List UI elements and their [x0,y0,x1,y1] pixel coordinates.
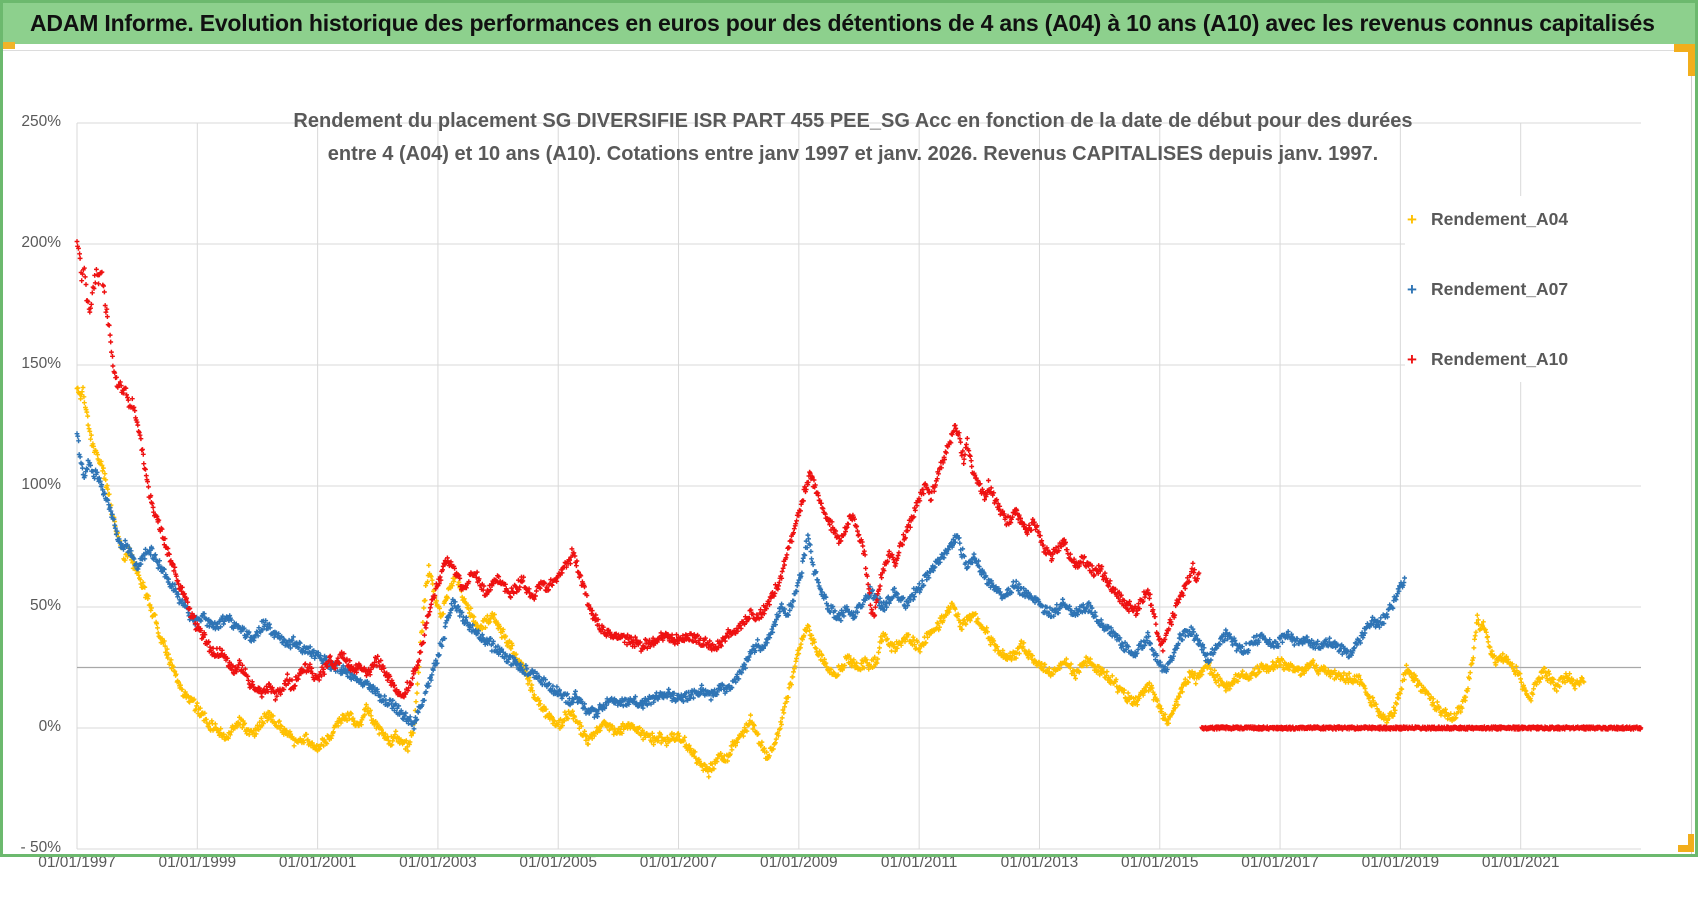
chart-legend: + Rendement_A04 + Rendement_A07 + Rendement_A… [1405,196,1661,382]
series-points-rendement_a04[interactable] [74,385,1587,780]
y-tick-label: 0% [38,718,61,735]
y-tick-label: 100% [21,476,61,493]
row-selection-accent [0,42,15,49]
legend-label: Rendement_A10 [1431,348,1569,369]
header-divider [3,50,1695,51]
y-tick-label: 200% [21,234,61,251]
y-tick-label: 150% [21,355,61,372]
chart-object[interactable]: Rendement du placement SG DIVERSIFIE ISR… [3,44,1692,871]
series-points-rendement_a07[interactable] [74,431,1407,732]
legend-marker-icon: + [1407,349,1417,369]
chart-selection-handle-bottom-right[interactable] [1678,834,1694,852]
y-tick-label: 250% [21,113,61,130]
legend-item-rendement_a10[interactable]: + Rendement_A10 [1405,344,1661,374]
series-points-rendement_a10[interactable] [74,239,1644,732]
page-title: ADAM Informe. Evolution historique des p… [30,10,1655,36]
legend-item-rendement_a07[interactable]: + Rendement_A07 [1405,274,1661,304]
chart-canvas [74,122,1644,850]
legend-marker-icon: + [1407,209,1417,229]
y-tick-label: 50% [29,597,61,614]
chart-selection-handle-top-right[interactable] [1674,44,1696,76]
legend-item-rendement_a04[interactable]: + Rendement_A04 [1405,204,1661,234]
chart-title-line2: entre 4 (A04) et 10 ans (A10). Cotations… [327,143,1379,165]
legend-label: Rendement_A04 [1431,208,1569,229]
chart-title-line1: Rendement du placement SG DIVERSIFIE ISR… [293,110,1413,132]
y-tick-label: - 50% [20,839,62,856]
header-bar: ADAM Informe. Evolution historique des p… [3,3,1695,44]
legend-marker-icon: + [1407,279,1417,299]
legend-label: Rendement_A07 [1431,278,1569,299]
